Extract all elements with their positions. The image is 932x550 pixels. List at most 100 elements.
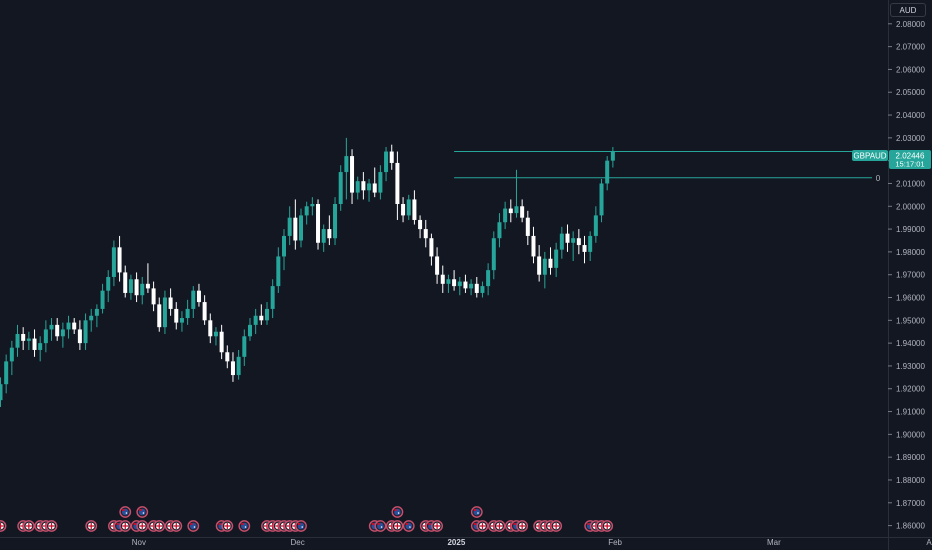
bar-countdown: 15:17:01 bbox=[895, 160, 924, 169]
candle-body bbox=[43, 329, 48, 344]
candle-body bbox=[83, 320, 88, 344]
plot-area[interactable] bbox=[0, 0, 888, 537]
price-tick-label: 1.92000 bbox=[896, 385, 925, 394]
candle-body bbox=[140, 283, 145, 296]
candle-body bbox=[151, 288, 156, 305]
candle-body bbox=[282, 235, 286, 257]
au-event-icon[interactable] bbox=[391, 506, 404, 518]
candle-body bbox=[474, 283, 479, 293]
candle-body bbox=[525, 217, 530, 236]
price-tick-label: 2.07000 bbox=[896, 43, 925, 52]
price-tick-label: 1.99000 bbox=[896, 225, 925, 234]
time-axis[interactable]: NovDec2025FebMarAprMay bbox=[132, 538, 932, 547]
candle-body bbox=[162, 297, 167, 328]
candle-body bbox=[469, 283, 474, 289]
price-tick-label: 2.05000 bbox=[896, 88, 925, 97]
price-tick-label: 1.97000 bbox=[896, 271, 925, 280]
candle-body bbox=[196, 290, 201, 303]
candle-body bbox=[344, 156, 349, 173]
price-tick-label: 2.01000 bbox=[896, 179, 925, 188]
gb-event-icon[interactable] bbox=[0, 520, 7, 532]
au-event-icon[interactable] bbox=[136, 506, 149, 518]
candle-body bbox=[378, 172, 383, 193]
price-tick-label: 1.96000 bbox=[896, 294, 925, 303]
candle-body bbox=[49, 324, 54, 330]
gb-event-icon[interactable] bbox=[601, 520, 614, 532]
price-tick-label: 1.86000 bbox=[896, 522, 925, 531]
gb-event-icon[interactable] bbox=[431, 520, 443, 532]
candle-body bbox=[310, 203, 315, 207]
price-tick-label: 1.87000 bbox=[896, 499, 925, 508]
candle-body bbox=[123, 272, 128, 293]
gb-event-icon[interactable] bbox=[493, 520, 506, 532]
price-tag-bg bbox=[889, 150, 931, 169]
price-tick-label: 2.04000 bbox=[896, 111, 925, 120]
gb-event-icon[interactable] bbox=[45, 520, 58, 532]
candle-body bbox=[304, 206, 309, 216]
gb-event-icon[interactable] bbox=[221, 520, 234, 532]
candle-body bbox=[185, 308, 190, 319]
candle-body bbox=[372, 183, 377, 193]
gb-event-icon[interactable] bbox=[391, 520, 404, 532]
candle-body bbox=[508, 208, 513, 214]
price-tick-label: 2.08000 bbox=[896, 20, 925, 29]
candle-body bbox=[361, 181, 366, 191]
candle-body bbox=[316, 203, 321, 243]
candle-body bbox=[503, 208, 508, 223]
au-event-icon[interactable] bbox=[187, 520, 200, 532]
gb-event-icon[interactable] bbox=[119, 520, 132, 532]
au-event-icon[interactable] bbox=[402, 520, 415, 532]
currency-badge[interactable]: AUD bbox=[890, 3, 926, 17]
gb-event-icon[interactable] bbox=[516, 520, 529, 532]
candle-body bbox=[605, 160, 610, 184]
price-tick-label: 2.03000 bbox=[896, 134, 925, 143]
time-tick-label: Apr bbox=[926, 538, 932, 547]
candle-body bbox=[117, 247, 122, 273]
candle-body bbox=[593, 215, 598, 236]
gb-event-icon[interactable] bbox=[170, 520, 183, 532]
candle-body bbox=[446, 279, 451, 284]
candle-body bbox=[588, 235, 593, 252]
au-event-icon[interactable] bbox=[374, 520, 387, 532]
candle-body bbox=[299, 215, 304, 241]
candle-body bbox=[66, 322, 71, 330]
candle-body bbox=[208, 320, 213, 337]
gb-event-icon[interactable] bbox=[550, 520, 563, 532]
event-markers[interactable] bbox=[0, 506, 614, 532]
price-tick-label: 1.90000 bbox=[896, 430, 925, 439]
candle-body bbox=[610, 151, 615, 161]
gb-event-icon[interactable] bbox=[136, 520, 149, 532]
candle-body bbox=[350, 156, 355, 193]
candle-body bbox=[571, 238, 576, 243]
horizontal-ray[interactable]: 0 bbox=[454, 151, 888, 183]
candle-body bbox=[242, 336, 247, 357]
price-axis[interactable]: 2.08000 2.07000 2.06000 2.05000 2.04000 2.030… bbox=[888, 20, 925, 531]
price-tick-label: 2.06000 bbox=[896, 65, 925, 74]
au-event-icon[interactable] bbox=[238, 520, 251, 532]
candle-body bbox=[338, 172, 343, 204]
candle-body bbox=[384, 151, 389, 173]
candle-body bbox=[559, 233, 564, 250]
time-tick-label: Feb bbox=[608, 538, 622, 547]
time-tick-label: Mar bbox=[767, 538, 781, 547]
au-event-icon[interactable] bbox=[470, 506, 483, 518]
candle-body bbox=[230, 361, 235, 376]
candle-body bbox=[327, 229, 332, 239]
gb-event-icon[interactable] bbox=[153, 520, 166, 532]
candle-body bbox=[202, 302, 207, 321]
au-event-icon[interactable] bbox=[119, 506, 132, 518]
candle-body bbox=[423, 229, 428, 239]
symbol-price-tag: GBPAUD 2.02446 15:17:01 bbox=[852, 150, 931, 169]
candle-body bbox=[72, 322, 77, 330]
candle-body bbox=[89, 315, 94, 321]
au-event-icon[interactable] bbox=[295, 520, 307, 532]
gb-event-icon[interactable] bbox=[476, 520, 489, 532]
gb-event-icon[interactable] bbox=[85, 520, 98, 532]
gb-event-icon[interactable] bbox=[22, 520, 35, 532]
candle-body bbox=[21, 334, 26, 341]
candle-body bbox=[333, 203, 338, 239]
candle-body bbox=[537, 256, 542, 275]
time-tick-label: Dec bbox=[290, 538, 304, 547]
time-tick-label: 2025 bbox=[447, 538, 465, 547]
